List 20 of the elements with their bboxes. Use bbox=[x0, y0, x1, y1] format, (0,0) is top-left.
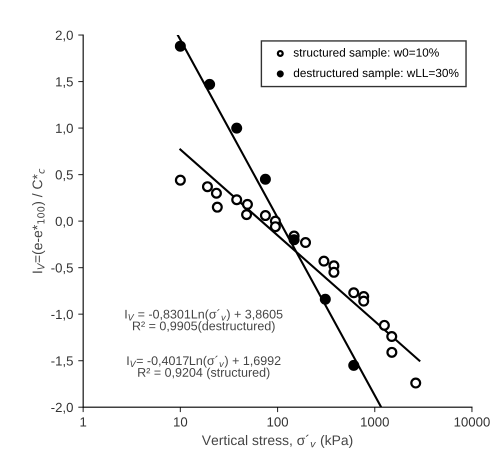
x-tick-label: 100 bbox=[268, 417, 288, 427]
legend-label: destructured sample: wLL=30% bbox=[294, 68, 459, 80]
annotation: I$_{V}$ = -0,8301Ln(σ´$_{v}$) + 3,8605 R² = 0,9905(destructured) bbox=[125, 309, 283, 333]
x-axis-title: Vertical stress, σ´$_{v}$ (kPa) bbox=[202, 434, 352, 448]
y-tick-label: 1,5 bbox=[56, 77, 73, 88]
legend-label: structured sample: w0=10% bbox=[294, 48, 439, 60]
y-tick-label: 1,0 bbox=[56, 124, 73, 135]
y-tick-label: -2,0 bbox=[51, 402, 73, 414]
x-tick-label: 1000 bbox=[361, 417, 389, 427]
y-tick-label: 0,5 bbox=[56, 170, 73, 182]
y-tick-label: -0,5 bbox=[51, 263, 73, 274]
y-tick-label: -1,0 bbox=[51, 310, 73, 321]
y-tick-label: -1,5 bbox=[51, 356, 73, 368]
x-tick-label: 10000 bbox=[454, 417, 490, 427]
y-tick-label: 2,0 bbox=[56, 30, 73, 42]
x-tick-label: 1 bbox=[80, 417, 86, 427]
y-tick-label: 0,0 bbox=[56, 216, 73, 228]
y-axis-title: I$_{V}$=(e-e*$_{100}$) / C*$_{c}$ bbox=[32, 168, 46, 273]
x-tick-label: 10 bbox=[174, 417, 188, 427]
annotation: I$_{V}$= -0,4017Ln(σ´$_{v}$) + 1,6992 R² = 0,9204 (structured) bbox=[127, 356, 280, 380]
